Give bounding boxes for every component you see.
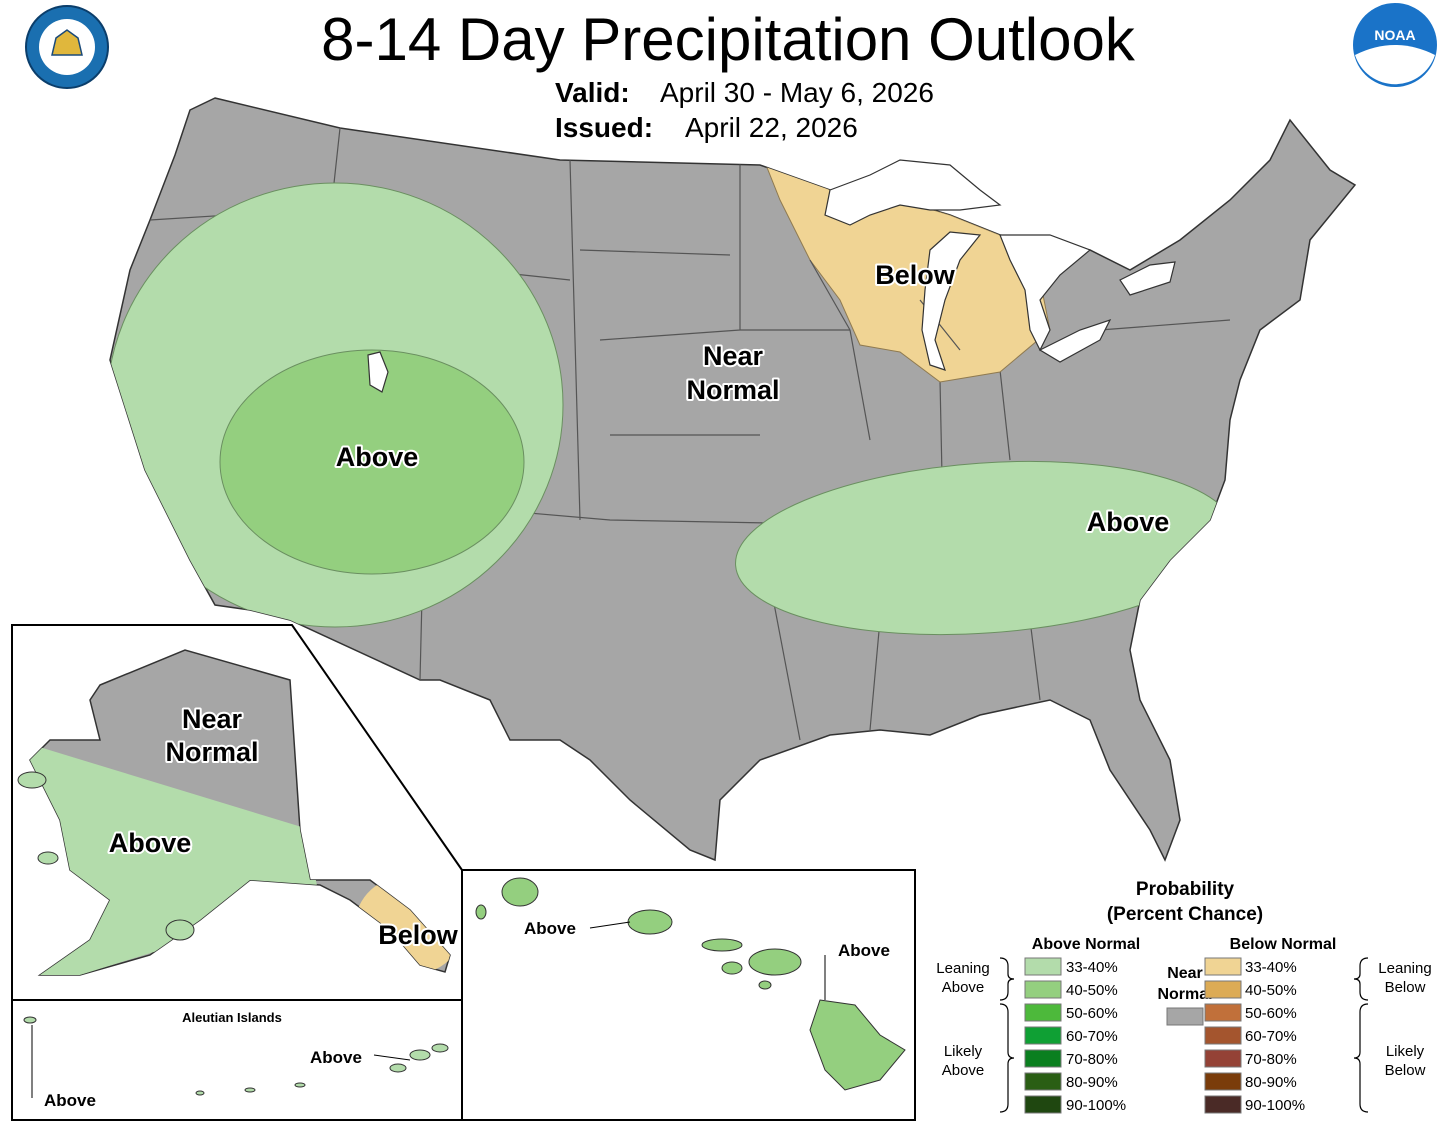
region-label: Above: [109, 828, 192, 858]
inset-title: Aleutian Islands: [182, 1010, 282, 1025]
legend-range-label: 90-100%: [1066, 1097, 1126, 1114]
legend-swatch: [1024, 1072, 1062, 1091]
legend-swatch: [1204, 1003, 1242, 1022]
legend-near-label: Normal: [1157, 986, 1212, 1003]
legend-heading: Above Normal: [1032, 936, 1140, 953]
legend-range-label: 60-70%: [1066, 1028, 1118, 1045]
legend-swatch: [1024, 980, 1062, 999]
legend-swatch: [1204, 1049, 1242, 1068]
legend-swatch: [1024, 1095, 1062, 1114]
legend-group-label: Above: [942, 979, 985, 996]
region-label: Above: [310, 1048, 362, 1067]
legend-range-label: 50-60%: [1066, 1005, 1118, 1022]
legend-range-label: 33-40%: [1245, 959, 1297, 976]
legend-range-label: 40-50%: [1066, 982, 1118, 999]
hawaii-islands: [475, 877, 906, 1091]
legend-range-label: 60-70%: [1245, 1028, 1297, 1045]
legend-range-label: 50-60%: [1245, 1005, 1297, 1022]
legend-heading: Below Normal: [1230, 936, 1337, 953]
legend-title: (Percent Chance): [1107, 904, 1263, 925]
legend-swatch: [1024, 957, 1062, 976]
aleutian-inset: [11, 999, 463, 1121]
region-label: Above: [336, 442, 419, 472]
noaa-logo: NOAA: [1353, 3, 1437, 87]
legend-range-label: 40-50%: [1245, 982, 1297, 999]
region-label: Normal: [165, 737, 258, 767]
legend-swatch: [1204, 1026, 1242, 1045]
legend-swatch: [1204, 957, 1242, 976]
legend-range-label: 80-90%: [1245, 1074, 1297, 1091]
region-label: Near: [703, 341, 764, 371]
legend-near-label: Near: [1167, 965, 1203, 982]
title: 8-14 Day Precipitation Outlook: [321, 6, 1136, 73]
legend-title: Probability: [1136, 879, 1235, 900]
legend-swatch: [1166, 1007, 1204, 1026]
aleutian-islands: [23, 1016, 449, 1098]
legend-group-label: Below: [1385, 1062, 1426, 1079]
legend-range-label: 90-100%: [1245, 1097, 1305, 1114]
legend-swatch: [1024, 1049, 1062, 1068]
valid-dates: April 30 - May 6, 2026: [660, 77, 934, 108]
region-label: Above: [838, 941, 890, 960]
region-label: Below: [378, 920, 459, 950]
legend-range-label: 33-40%: [1066, 959, 1118, 976]
legend-group-label: Likely: [944, 1043, 983, 1060]
legend-brace: [999, 957, 1369, 1113]
legend-swatch: [1204, 1072, 1242, 1091]
conus-map: [109, 97, 1357, 862]
legend-group-label: Leaning: [936, 960, 989, 977]
legend-swatch: [1024, 1026, 1062, 1045]
legend-swatch: [1204, 1095, 1242, 1114]
issued-date: April 22, 2026: [685, 112, 858, 143]
region-label: Below: [875, 260, 956, 290]
noaa-text: NOAA: [1374, 27, 1415, 43]
region-label: Above: [524, 919, 576, 938]
commerce-seal: [25, 5, 109, 89]
region-label: Normal: [686, 375, 779, 405]
legend-range-label: 70-80%: [1245, 1051, 1297, 1068]
region-label: Near: [182, 704, 243, 734]
issued-label: Issued:: [555, 112, 653, 143]
legend-swatch: [1024, 1003, 1062, 1022]
valid-label: Valid:: [555, 77, 630, 108]
legend-group-label: Below: [1385, 979, 1426, 996]
legend-swatch: [1204, 980, 1242, 999]
legend-group-label: Leaning: [1378, 960, 1431, 977]
region-label: Above: [1087, 507, 1170, 537]
legend: Probability (Percent Chance) Above Norma…: [936, 879, 1431, 1114]
region-label: Above: [44, 1091, 96, 1110]
legend-range-label: 70-80%: [1066, 1051, 1118, 1068]
legend-group-label: Above: [942, 1062, 985, 1079]
legend-group-label: Likely: [1386, 1043, 1425, 1060]
legend-range-label: 80-90%: [1066, 1074, 1118, 1091]
